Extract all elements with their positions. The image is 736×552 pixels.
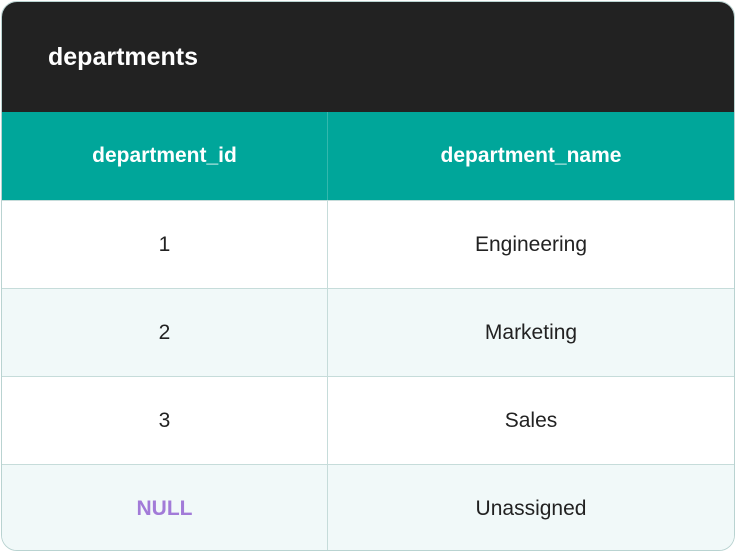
cell: Unassigned [475, 496, 587, 520]
table-row: 2 Marketing [2, 288, 734, 376]
cell: 3 [2, 377, 328, 464]
cell: Marketing [484, 320, 578, 344]
title-bar: departments [2, 2, 734, 112]
table-row: 1 Engineering [2, 200, 734, 288]
cell: 1 [2, 201, 328, 288]
cell: Engineering [474, 232, 588, 256]
column-header: department_name [440, 144, 622, 167]
table-row: NULL Unassigned [2, 464, 734, 550]
null-cell: NULL [2, 465, 328, 550]
cell: Sales [504, 408, 558, 432]
header-row: department_id department_name [2, 112, 734, 200]
cell: 2 [2, 289, 328, 376]
table-row: 3 Sales [2, 376, 734, 464]
table-title: departments [48, 43, 199, 71]
column-header: department_id [2, 112, 328, 200]
